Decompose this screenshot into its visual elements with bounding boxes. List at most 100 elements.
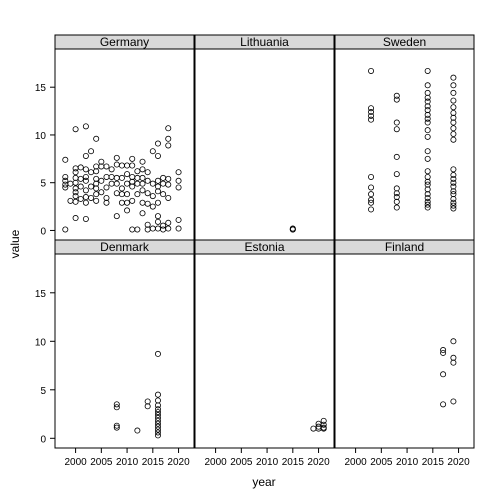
y-axis-label: value: [8, 229, 22, 258]
data-point: [176, 185, 181, 190]
strip-label-finland: Finland: [385, 240, 424, 254]
x-tick-label: 2005: [90, 457, 113, 468]
data-point: [73, 127, 78, 132]
data-point: [425, 169, 430, 174]
data-point: [176, 178, 181, 183]
data-point: [104, 174, 109, 179]
data-point: [155, 392, 160, 397]
panel-germany: Germany: [55, 35, 194, 240]
x-tick-label: 2000: [204, 457, 227, 468]
x-tick-label: 2010: [116, 457, 139, 468]
data-point: [451, 105, 456, 110]
data-point: [161, 175, 166, 180]
data-point: [83, 188, 88, 193]
data-point: [451, 172, 456, 177]
data-point: [88, 195, 93, 200]
x-tick-label: 2020: [307, 457, 330, 468]
data-point: [73, 215, 78, 220]
data-point: [155, 214, 160, 219]
data-point: [78, 165, 83, 170]
panel-frame-denmark: [55, 254, 194, 448]
data-point: [124, 163, 129, 168]
panel-denmark: Denmark: [55, 240, 194, 448]
data-point: [124, 208, 129, 213]
strip-label-sweden: Sweden: [383, 35, 426, 49]
data-point: [451, 167, 456, 172]
y-tick-label: 10: [35, 131, 47, 142]
data-point: [155, 200, 160, 205]
data-point: [83, 124, 88, 129]
strip-label-estonia: Estonia: [244, 240, 284, 254]
x-tick-label: 2015: [422, 457, 445, 468]
strip-label-germany: Germany: [100, 35, 149, 49]
data-point: [368, 192, 373, 197]
x-tick-label: 2000: [344, 457, 367, 468]
strip-label-denmark: Denmark: [100, 240, 150, 254]
data-point: [145, 399, 150, 404]
data-point: [109, 174, 114, 179]
data-point: [155, 403, 160, 408]
data-point: [99, 190, 104, 195]
panel-frame-estonia: [195, 254, 334, 448]
data-point: [451, 126, 456, 131]
data-point: [425, 156, 430, 161]
data-point: [150, 204, 155, 209]
data-point: [150, 149, 155, 154]
data-point: [451, 137, 456, 142]
data-point: [161, 223, 166, 228]
data-point: [425, 83, 430, 88]
data-point: [394, 120, 399, 125]
data-point: [368, 174, 373, 179]
data-point: [166, 136, 171, 141]
data-point: [368, 106, 373, 111]
data-point: [109, 167, 114, 172]
data-point: [130, 156, 135, 161]
x-tick-label: 2005: [230, 457, 253, 468]
data-point: [73, 186, 78, 191]
y-tick-label: 5: [40, 179, 46, 190]
data-point: [145, 178, 150, 183]
data-point: [94, 198, 99, 203]
data-point: [451, 90, 456, 95]
x-tick-label: 2020: [167, 457, 190, 468]
data-point: [130, 163, 135, 168]
data-point: [451, 355, 456, 360]
data-point: [78, 176, 83, 181]
data-point: [140, 181, 145, 186]
data-point: [94, 136, 99, 141]
y-tick-label: 5: [40, 386, 46, 397]
x-axis-label: year: [252, 475, 275, 489]
data-point: [83, 200, 88, 205]
data-point: [63, 174, 68, 179]
data-point: [114, 162, 119, 167]
data-point: [145, 170, 150, 175]
panel-sweden: Sweden: [335, 35, 474, 240]
data-point: [150, 226, 155, 231]
data-point: [119, 186, 124, 191]
data-point: [78, 196, 83, 201]
data-point: [368, 207, 373, 212]
data-point: [135, 428, 140, 433]
panel-frame-lithuania: [195, 49, 334, 240]
data-point: [135, 227, 140, 232]
data-point: [145, 201, 150, 206]
data-point: [135, 192, 140, 197]
data-point: [140, 167, 145, 172]
data-point: [83, 216, 88, 221]
data-point: [425, 149, 430, 154]
data-point: [68, 198, 73, 203]
data-point: [166, 182, 171, 187]
panel-estonia: Estonia: [195, 240, 334, 448]
data-point: [73, 166, 78, 171]
data-point: [368, 185, 373, 190]
data-point: [166, 220, 171, 225]
data-point: [88, 149, 93, 154]
data-point: [425, 68, 430, 73]
data-point: [368, 68, 373, 73]
data-point: [155, 153, 160, 158]
data-point: [114, 175, 119, 180]
data-point: [145, 191, 150, 196]
data-point: [68, 181, 73, 186]
